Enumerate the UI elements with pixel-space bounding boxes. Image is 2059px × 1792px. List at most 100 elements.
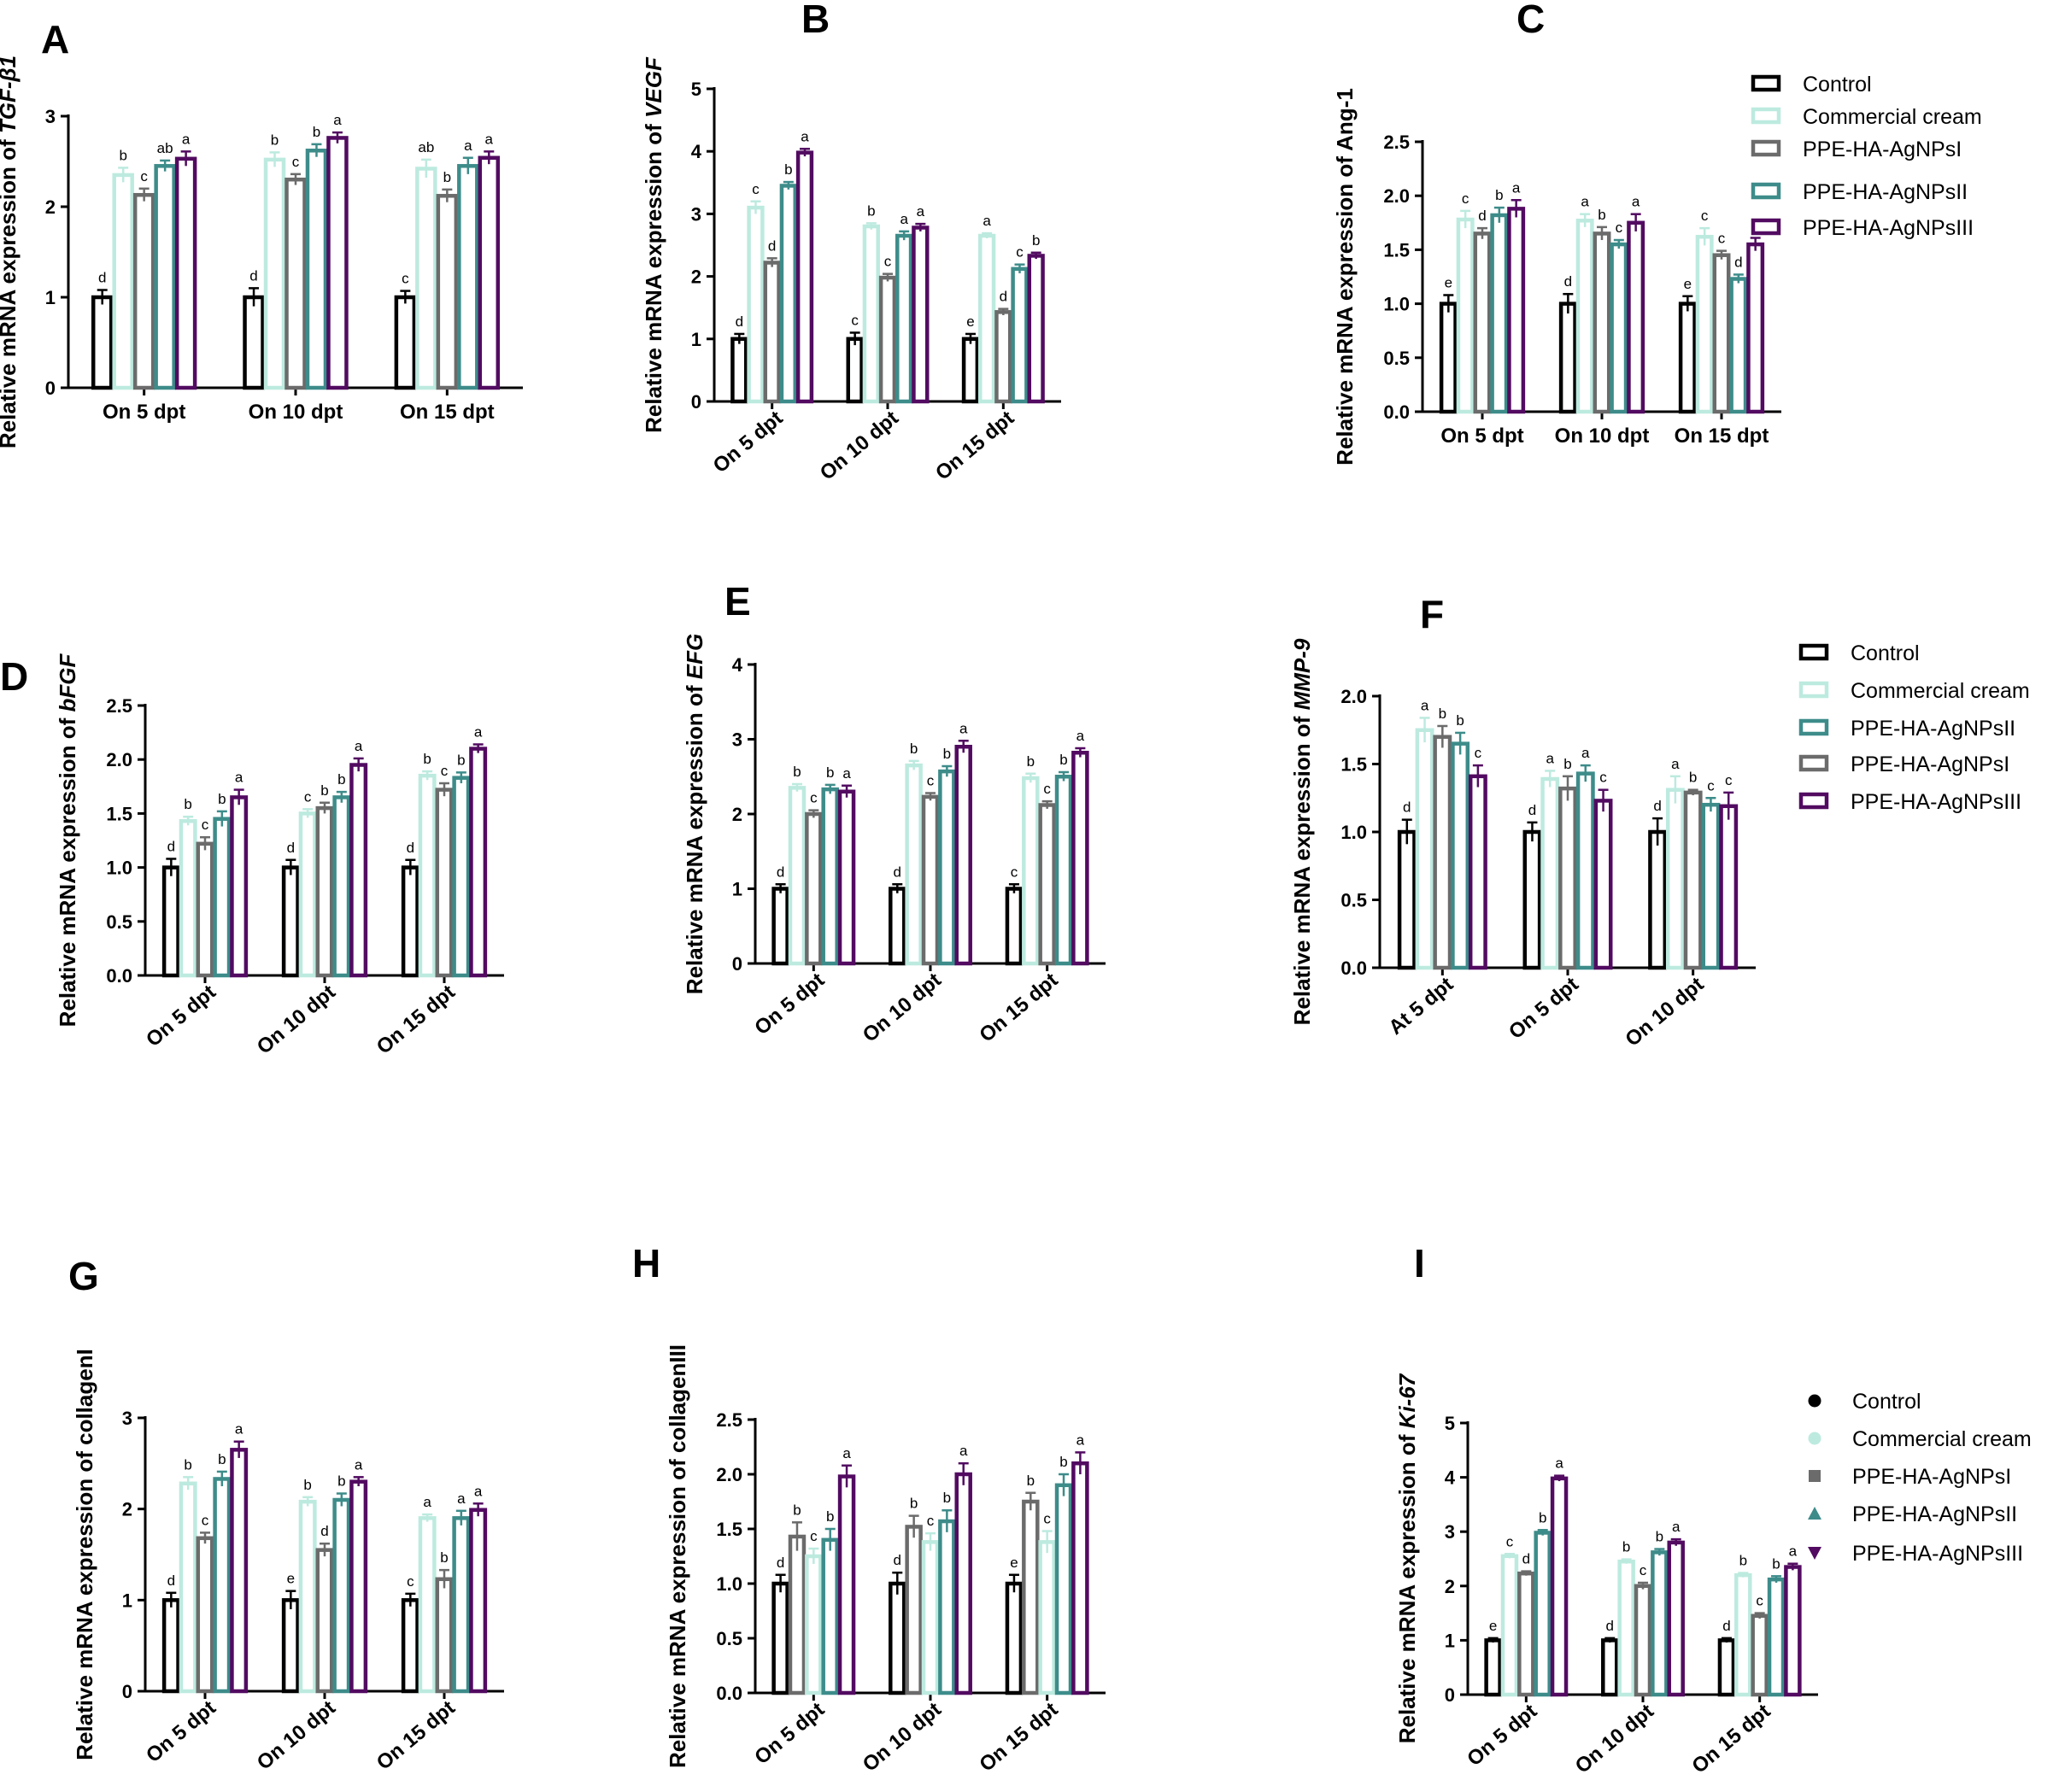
bar-ppe-ha-agnpsiii <box>1027 254 1045 404</box>
significance-letter: d <box>894 1552 901 1568</box>
legend-label: Control <box>1803 73 1872 97</box>
legend-label: PPE-HA-AgNPsI <box>1851 753 2009 776</box>
significance-letter: c <box>441 763 449 779</box>
y-tick-label: 2 <box>732 804 742 825</box>
bar-control <box>281 865 300 978</box>
significance-letter: a <box>1546 750 1554 766</box>
significance-letter: d <box>167 1572 175 1589</box>
bar-commercial-cream <box>263 157 286 390</box>
significance-letter: a <box>1421 697 1429 713</box>
y-axis-title-gene: EFG <box>682 634 707 679</box>
panel-f: F 0.0 0.5 1.0 1.5 2.0 Relative mRNA expression… <box>1289 592 1756 1051</box>
legend-label: PPE-HA-AgNPsIII <box>1852 1542 2023 1566</box>
bar-ppe-ha-agnpsi <box>436 194 459 390</box>
significance-letter: c <box>810 1528 818 1544</box>
bar-ppe-ha-agnpsiii <box>1507 207 1526 414</box>
y-tick-label: 1.5 <box>716 1519 742 1540</box>
y-axis-title-gene: VEGF <box>641 56 666 118</box>
significance-letter: b <box>218 791 226 807</box>
significance-letter: b <box>1689 770 1697 786</box>
bar-commercial-cream <box>1617 1559 1635 1697</box>
bar-ppe-ha-agnpsi <box>1558 786 1577 970</box>
y-tick-label: 2 <box>691 266 701 288</box>
significance-letter: a <box>1581 745 1590 761</box>
bar-control <box>281 1598 300 1694</box>
x-category-label: On 10 dpt <box>1555 425 1650 448</box>
y-axis-title-text: Relative mRNA expression of <box>641 118 666 433</box>
legend-label: Control <box>1852 1390 1921 1414</box>
bar-ppe-ha-agnpsi <box>788 1534 807 1695</box>
significance-letter: c <box>1599 770 1607 786</box>
significance-letter: b <box>337 771 345 788</box>
y-tick-label: 0.5 <box>716 1628 742 1649</box>
bar-ppe-ha-agnpsi <box>1022 1499 1040 1695</box>
significance-letter: b <box>1439 706 1446 722</box>
legend-label: PPE-HA-AgNPsII <box>1803 180 1968 204</box>
legend-swatch <box>1798 681 1829 699</box>
legend-item-ppe-ha-agnpsiii: PPE-HA-AgNPsIII <box>1751 216 1974 240</box>
significance-letter: d <box>1734 254 1742 270</box>
significance-letter: b <box>1656 1529 1663 1545</box>
significance-letter: a <box>485 131 494 147</box>
legend-swatch <box>1798 754 1829 772</box>
significance-letter: a <box>801 128 809 144</box>
y-tick-label: 0 <box>45 378 56 399</box>
legend-item-ppe-ha-agnpsiii: PPE-HA-AgNPsIII <box>1808 1542 2023 1566</box>
y-tick-label: 2 <box>122 1499 132 1520</box>
bar-ppe-ha-agnpsi <box>435 1577 454 1694</box>
legend-item-commercial-cream: Commercial cream <box>1751 105 1982 129</box>
bar-ppe-ha-agnpsiii <box>230 1448 249 1694</box>
significance-letter: b <box>867 202 875 219</box>
significance-letter: c <box>1756 1593 1763 1609</box>
bar-commercial-cream <box>298 811 317 978</box>
significance-letter: a <box>333 112 342 128</box>
legend-swatch <box>1798 643 1829 661</box>
bar-commercial-cream <box>1415 728 1434 970</box>
y-tick-label: 0.0 <box>1383 401 1410 423</box>
significance-letter: a <box>959 1443 968 1459</box>
significance-letter: a <box>842 765 851 782</box>
significance-letter: a <box>1581 194 1589 210</box>
significance-letter: c <box>407 1573 414 1590</box>
bar-commercial-cream <box>1695 234 1714 414</box>
y-tick-label: 3 <box>122 1408 132 1429</box>
significance-letter: e <box>1010 1555 1018 1571</box>
significance-letter: c <box>304 788 312 805</box>
bar-control <box>730 337 748 404</box>
bar-ppe-ha-agnpsi <box>315 1548 334 1694</box>
bar-ppe-ha-agnpsiii <box>349 763 368 978</box>
legend-middle: Control Commercial cream PPE-HA-AgNPsII PPE… <box>1798 641 2030 814</box>
bar-control <box>889 887 906 966</box>
bar-ppe-ha-agnpsiii <box>1550 1476 1569 1697</box>
bar-ppe-ha-agnpsiii <box>1593 799 1613 970</box>
significance-letter: c <box>1475 745 1482 761</box>
bar-ppe-ha-agnpsiii <box>326 136 349 390</box>
significance-letter: c <box>1701 208 1709 224</box>
significance-letter: c <box>884 254 892 270</box>
y-tick-label: 2 <box>45 196 56 218</box>
significance-letter: b <box>793 764 801 780</box>
significance-letter: b <box>1563 756 1571 772</box>
significance-letter: b <box>184 1456 191 1473</box>
bar-control <box>91 295 114 390</box>
bar-control <box>1005 1581 1024 1695</box>
significance-letter: c <box>1043 781 1051 797</box>
bar-control <box>1439 302 1458 414</box>
bar-ppe-ha-agnpsiii <box>837 789 856 966</box>
significance-letter: a <box>474 1483 483 1499</box>
panel-letter: A <box>41 17 69 61</box>
y-tick-label: 1.5 <box>1383 239 1410 261</box>
bar-commercial-cream <box>747 205 765 404</box>
y-tick-label: 5 <box>1445 1413 1455 1434</box>
legend-label: Control <box>1851 641 1920 665</box>
bar-commercial-cream <box>298 1499 317 1694</box>
significance-letter: e <box>287 1571 295 1587</box>
bar-commercial-cream <box>921 1540 940 1695</box>
bar-control <box>1717 1638 1736 1697</box>
significance-letter: b <box>457 752 465 768</box>
bar-ppe-ha-agnpsi <box>921 794 940 966</box>
bar-commercial-cream <box>1500 1554 1519 1697</box>
bar-ppe-ha-agnpsii <box>821 1537 839 1695</box>
x-category-label: On 5 dpt <box>1440 425 1523 448</box>
significance-letter: c <box>752 181 760 197</box>
